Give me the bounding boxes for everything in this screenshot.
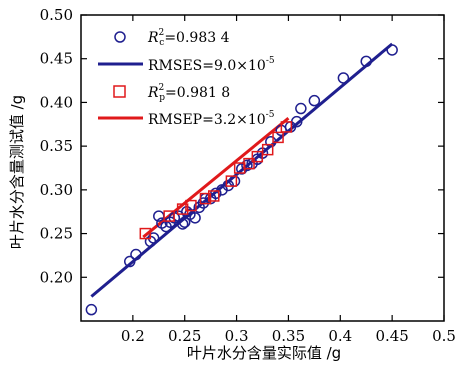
y-tick-label-5: 0.45 bbox=[40, 50, 73, 68]
calibration-point-13 bbox=[181, 205, 193, 218]
calibration-point-33 bbox=[295, 102, 307, 115]
calibration-point-25 bbox=[241, 159, 253, 172]
legend-rmses-exp: -5 bbox=[266, 56, 275, 66]
y-tick-label-3: 0.35 bbox=[40, 137, 73, 155]
calibration-point-12 bbox=[178, 216, 191, 228]
prediction-point-6 bbox=[225, 175, 238, 187]
prediction-point-0 bbox=[139, 227, 152, 240]
calibration-point-15 bbox=[189, 212, 201, 224]
calibration-point-0 bbox=[85, 303, 98, 316]
legend-pred-r: R bbox=[147, 85, 159, 101]
legend-prediction-marker bbox=[113, 85, 126, 98]
calibration-point-2 bbox=[130, 248, 142, 261]
legend-rmsep-exp: -5 bbox=[266, 110, 275, 120]
prediction-point-2 bbox=[176, 203, 189, 215]
legend-pred-sup: 2 bbox=[159, 83, 165, 93]
y-tick-label-1: 0.25 bbox=[40, 225, 73, 243]
x-tick-label-5: 0.45 bbox=[375, 327, 408, 345]
legend-pred-sub: p bbox=[159, 93, 165, 103]
prediction-point-12 bbox=[280, 121, 293, 133]
y-axis: 0.20 0.25 0.30 0.35 0.40 0.45 0.50 bbox=[40, 6, 444, 286]
y-axis-label: 叶片水分含量测试值 /g bbox=[8, 95, 26, 249]
prediction-point-11 bbox=[272, 131, 284, 144]
prediction-point-4 bbox=[199, 192, 212, 205]
x-axis: 0.2 0.25 0.3 0.35 0.4 0.45 0.5 bbox=[121, 15, 456, 345]
y-tick-label-2: 0.30 bbox=[40, 181, 73, 199]
prediction-point-1 bbox=[163, 210, 175, 222]
x-tick-label-3: 0.35 bbox=[272, 327, 305, 345]
prediction-point-5 bbox=[208, 190, 220, 202]
x-tick-label-1: 0.25 bbox=[168, 327, 201, 345]
legend-cal-sup: 2 bbox=[159, 28, 165, 38]
prediction-point-9 bbox=[251, 150, 264, 163]
calibration-point-36 bbox=[360, 55, 372, 68]
svg-text:RMSEP=3.2×10-5: RMSEP=3.2×10-5 bbox=[148, 110, 275, 128]
legend-calibration-marker bbox=[114, 31, 126, 43]
legend: R2 c=0.983 4 RMSES=9.0×10-5 R2 p=0.981 8 R… bbox=[98, 28, 275, 128]
prediction-point-10 bbox=[261, 143, 274, 156]
y-tick-label-4: 0.40 bbox=[40, 93, 73, 111]
svg-text:R2p=0.981 8: R2 p=0.981 8 bbox=[147, 83, 230, 103]
legend-rmses: RMSES=9.0×10 bbox=[148, 58, 266, 74]
calibration-point-11 bbox=[176, 218, 189, 230]
prediction-point-8 bbox=[243, 157, 255, 170]
calibration-point-35 bbox=[337, 72, 350, 84]
legend-cal-r: R bbox=[147, 30, 159, 46]
legend-cal-value: =0.983 4 bbox=[164, 30, 229, 46]
x-tick-label-4: 0.4 bbox=[328, 327, 352, 345]
x-axis-label: 叶片水分含量实际值 /g bbox=[187, 344, 341, 362]
y-tick-label-0: 0.20 bbox=[40, 268, 73, 286]
y-tick-label-6: 0.50 bbox=[40, 6, 73, 24]
svg-text:RMSES=9.0×10-5: RMSES=9.0×10-5 bbox=[148, 56, 275, 74]
x-tick-label-0: 0.2 bbox=[121, 327, 145, 345]
legend-pred-value: =0.981 8 bbox=[165, 85, 230, 101]
calibration-point-34 bbox=[308, 94, 321, 107]
x-tick-label-2: 0.3 bbox=[225, 327, 249, 345]
plot-area bbox=[80, 14, 445, 322]
legend-cal-sub: c bbox=[159, 38, 164, 48]
calibration-point-37 bbox=[386, 44, 398, 56]
legend-rmsep: RMSEP=3.2×10 bbox=[148, 112, 266, 128]
svg-text:R2c=0.983 4: R2 c=0.983 4 bbox=[147, 28, 230, 48]
calibration-point-1 bbox=[123, 255, 136, 268]
data-points bbox=[85, 44, 398, 316]
x-tick-label-6: 0.5 bbox=[432, 327, 456, 345]
prediction-point-3 bbox=[185, 199, 197, 212]
